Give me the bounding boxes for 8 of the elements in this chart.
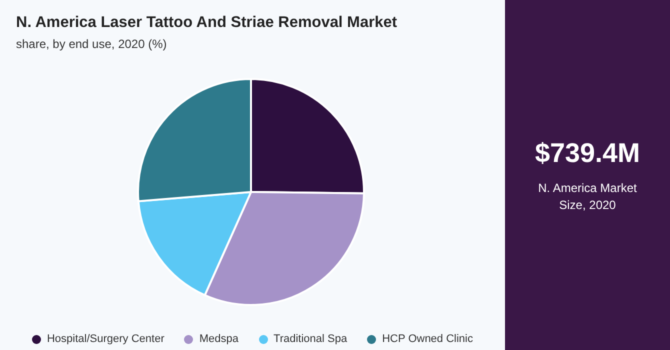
chart-title: N. America Laser Tattoo And Striae Removal Market	[16, 14, 398, 32]
legend-label: Traditional Spa	[274, 333, 348, 345]
text: N. America Market Size, 2020	[537, 180, 638, 214]
legend-label: Hospital/Surgery Center	[46, 333, 164, 345]
chart-subtitle: share, by end use, 2020 (%)	[16, 37, 167, 51]
legend-label: Medspa	[199, 333, 239, 345]
legend-label: HCP Owned Clinic	[382, 333, 473, 345]
text: $739.4M	[534, 138, 642, 169]
